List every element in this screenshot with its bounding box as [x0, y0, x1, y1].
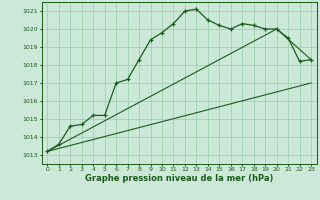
X-axis label: Graphe pression niveau de la mer (hPa): Graphe pression niveau de la mer (hPa)	[85, 174, 273, 183]
